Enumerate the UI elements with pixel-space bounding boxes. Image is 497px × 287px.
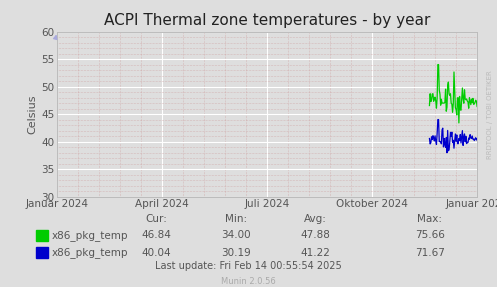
Text: 47.88: 47.88 bbox=[301, 230, 331, 240]
Text: 75.66: 75.66 bbox=[415, 230, 445, 240]
Text: Last update: Fri Feb 14 00:55:54 2025: Last update: Fri Feb 14 00:55:54 2025 bbox=[155, 261, 342, 271]
Text: 71.67: 71.67 bbox=[415, 248, 445, 257]
Text: x86_pkg_temp: x86_pkg_temp bbox=[52, 230, 128, 241]
Text: Cur:: Cur: bbox=[146, 214, 167, 224]
Text: Munin 2.0.56: Munin 2.0.56 bbox=[221, 277, 276, 286]
Y-axis label: Celsius: Celsius bbox=[27, 94, 37, 134]
Text: 46.84: 46.84 bbox=[142, 230, 171, 240]
Text: Avg:: Avg: bbox=[304, 214, 327, 224]
Title: ACPI Thermal zone temperatures - by year: ACPI Thermal zone temperatures - by year bbox=[104, 13, 430, 28]
Text: Min:: Min: bbox=[225, 214, 247, 224]
Text: RRDTOOL / TOBI OETIKER: RRDTOOL / TOBI OETIKER bbox=[487, 70, 493, 159]
Text: Max:: Max: bbox=[417, 214, 442, 224]
Text: 30.19: 30.19 bbox=[221, 248, 251, 257]
Text: 41.22: 41.22 bbox=[301, 248, 331, 257]
Text: 40.04: 40.04 bbox=[142, 248, 171, 257]
Text: x86_pkg_temp: x86_pkg_temp bbox=[52, 247, 128, 258]
Text: 34.00: 34.00 bbox=[221, 230, 251, 240]
